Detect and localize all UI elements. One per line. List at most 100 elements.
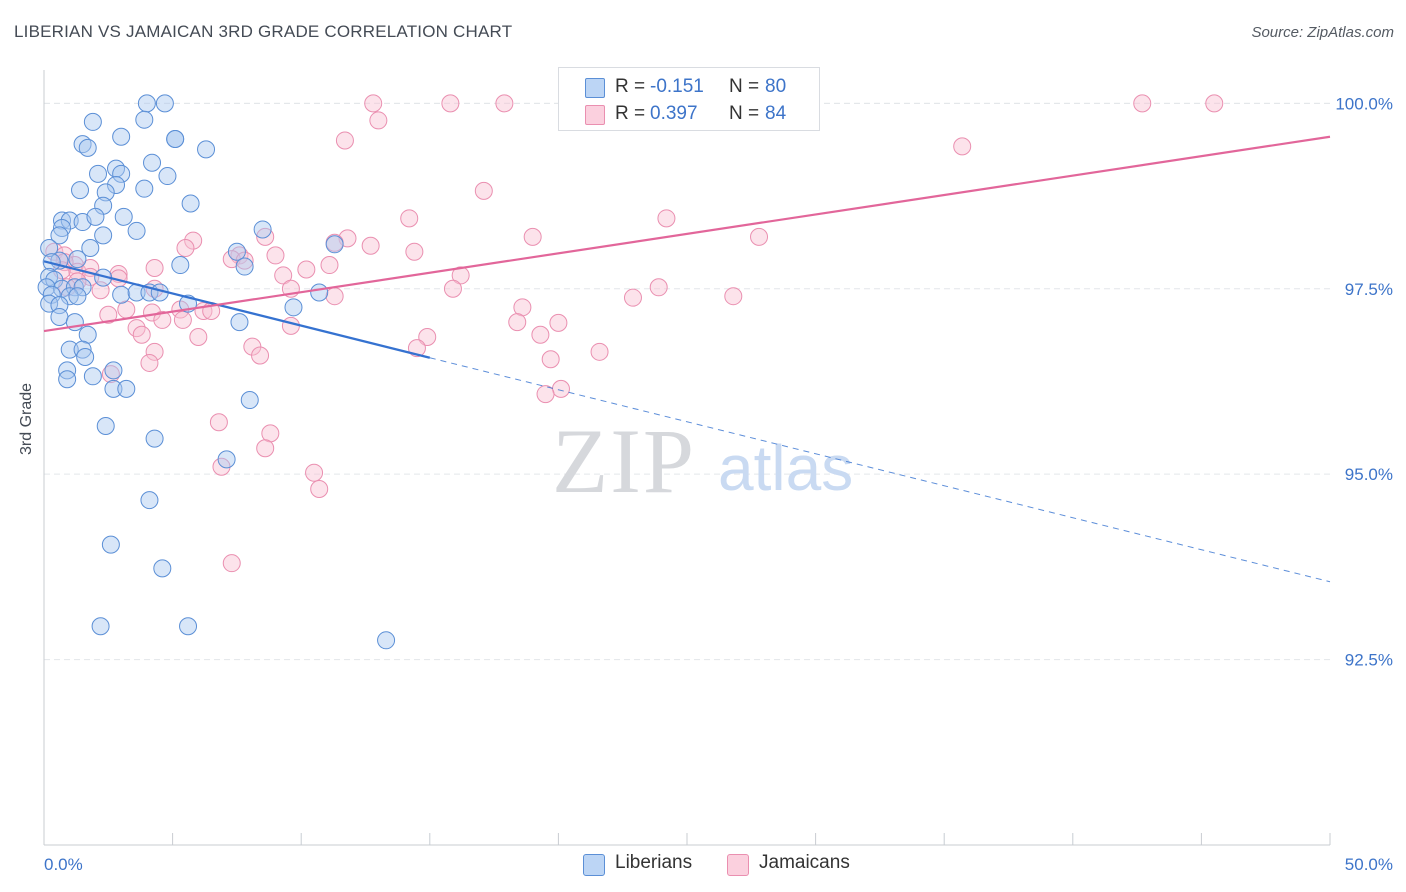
jamaican-point (418, 327, 437, 346)
liberians-legend-label: Liberians (615, 852, 693, 873)
liberian-point (158, 167, 177, 186)
liberian-point (107, 175, 126, 194)
liberian-point (94, 226, 113, 245)
liberian-point (86, 207, 105, 226)
jamaican-point (173, 310, 192, 329)
liberian-point (53, 218, 72, 237)
jamaican-point (176, 238, 195, 257)
liberian-point (179, 617, 198, 636)
axes (43, 70, 1331, 846)
jamaican-point (132, 325, 151, 344)
liberian-point (68, 287, 87, 306)
liberian-point (68, 250, 87, 269)
liberian-point (104, 379, 123, 398)
jamaican-point (443, 279, 462, 298)
jamaican-point (649, 278, 668, 297)
n-label: N = (729, 76, 760, 97)
jamaican-point (549, 313, 568, 332)
x-tick-label: 50.0% (1345, 855, 1393, 874)
liberian-point (153, 559, 172, 578)
jamaican-point (310, 480, 329, 499)
jamaican-point (325, 287, 344, 306)
liberian-point (83, 367, 102, 386)
r-value: -0.151 (650, 76, 704, 97)
jamaican-point (474, 181, 493, 200)
liberian-point (78, 138, 97, 157)
jamaican-point (657, 209, 676, 228)
liberian-point (181, 194, 200, 213)
liberian-point (135, 179, 154, 198)
n-label: N = (729, 103, 760, 124)
liberian-point (40, 267, 59, 286)
source-label: Source: ZipAtlas.com (1251, 24, 1394, 41)
liberian-point (112, 164, 131, 183)
liberian-point (60, 211, 79, 230)
jamaican-point (189, 327, 208, 346)
jamaican-point (184, 231, 203, 250)
r-value: 0.397 (650, 103, 698, 124)
liberians-trend-extension (429, 357, 1331, 583)
liberian-point (83, 112, 102, 131)
liberian-point (166, 129, 185, 148)
liberian-point (143, 153, 162, 172)
y-tick-label: 92.5% (1345, 651, 1393, 670)
liberian-point (58, 370, 77, 389)
jamaican-point (523, 227, 542, 246)
jamaican-point (335, 131, 354, 150)
liberian-point (135, 110, 154, 129)
trend-lines (43, 135, 1331, 583)
y-tick-label: 97.5% (1345, 280, 1393, 299)
liberian-point (114, 207, 133, 226)
liberian-point (127, 221, 146, 240)
liberian-point (73, 278, 92, 297)
liberian-point (60, 287, 79, 306)
jamaican-point (536, 385, 555, 404)
jamaican-point (153, 310, 172, 329)
jamaican-point (400, 209, 419, 228)
jamaican-point (274, 266, 293, 285)
y-tick-label: 95.0% (1345, 465, 1393, 484)
y-tick-labels: 92.5% 95.0% 97.5% 100.0% (1335, 94, 1393, 669)
jamaican-point (145, 259, 164, 278)
jamaican-point (623, 288, 642, 307)
jamaican-point (1133, 94, 1152, 113)
liberian-point (76, 348, 95, 367)
liberian-point (81, 238, 100, 257)
liberian-point (140, 491, 159, 510)
jamaican-point (305, 463, 324, 482)
watermark-atlas: atlas (718, 432, 853, 504)
jamaican-point (441, 94, 460, 113)
liberian-point (96, 416, 115, 435)
jamaican-point (281, 316, 300, 335)
liberian-point (112, 127, 131, 146)
liberian-point (235, 257, 254, 276)
liberian-point (71, 181, 90, 200)
jamaican-point (590, 342, 609, 361)
liberian-point (377, 631, 396, 650)
jamaican-point (495, 94, 514, 113)
liberian-point (73, 340, 92, 359)
jamaican-point (541, 350, 560, 369)
liberian-point (145, 429, 164, 448)
jamaican-point (551, 379, 570, 398)
liberians-legend-swatch (583, 854, 605, 876)
liberian-point (40, 238, 59, 257)
jamaican-point (256, 439, 275, 458)
liberian-point (42, 253, 61, 272)
jamaican-point (99, 305, 118, 324)
liberian-point (107, 159, 126, 178)
jamaican-point (364, 94, 383, 113)
jamaicans-legend-swatch (727, 854, 749, 876)
liberian-point (230, 313, 249, 332)
x-tick-labels: 0.0% 50.0% (44, 855, 1393, 874)
liberian-point (89, 164, 108, 183)
liberian-point (155, 94, 174, 113)
jamaican-point (724, 287, 743, 306)
liberians-swatch (585, 78, 605, 98)
liberian-point (217, 450, 236, 469)
gridlines (44, 102, 1330, 661)
y-tick-label: 100.0% (1335, 94, 1393, 113)
jamaicans-legend-label: Jamaicans (759, 852, 850, 873)
jamaican-point (145, 342, 164, 361)
